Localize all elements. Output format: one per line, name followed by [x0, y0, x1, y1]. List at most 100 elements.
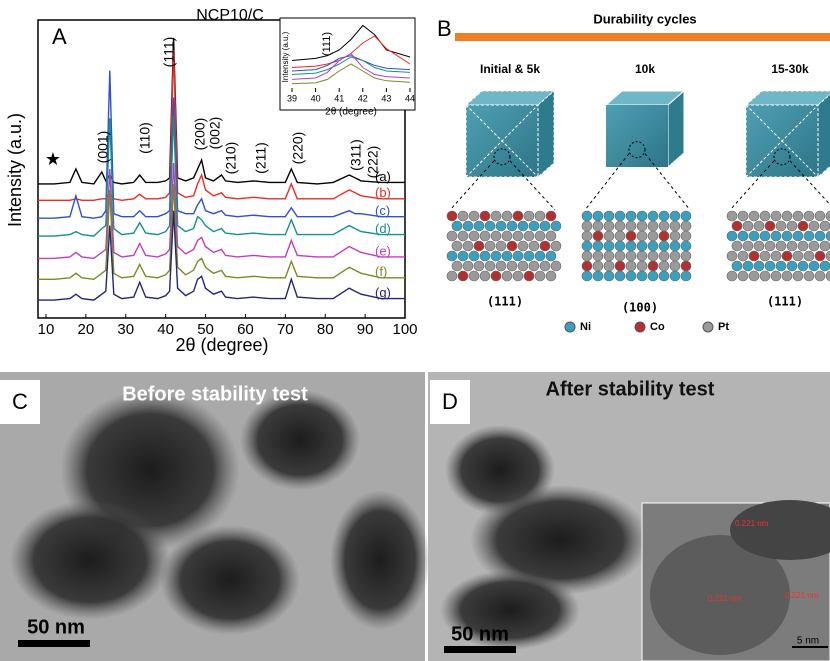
- x-tick-label: 43: [381, 94, 391, 104]
- atom: [529, 221, 539, 231]
- atom: [507, 261, 517, 271]
- x-tick-label: 10: [38, 321, 55, 338]
- scale-label: 50 nm: [27, 616, 85, 638]
- atom: [738, 211, 748, 221]
- atom: [447, 271, 457, 281]
- atom: [776, 261, 786, 271]
- atom: [540, 261, 550, 271]
- series-label: (g): [375, 285, 391, 300]
- atom: [815, 211, 825, 221]
- atom: [659, 211, 669, 221]
- atom: [727, 211, 737, 221]
- series-label: (d): [375, 221, 391, 236]
- atom: [815, 251, 825, 261]
- atom: [670, 271, 680, 281]
- atom: [502, 211, 512, 221]
- atom: [760, 251, 770, 261]
- atom: [648, 261, 658, 271]
- cube-side: [818, 91, 830, 177]
- atom: [793, 271, 803, 281]
- atom: [743, 241, 753, 251]
- figure: A NCP10/C 2θ (degree) Intensity (a.u.) B…: [0, 0, 830, 661]
- atom: [463, 241, 473, 251]
- atom: [458, 271, 468, 281]
- atom: [826, 271, 830, 281]
- atom: [648, 221, 658, 231]
- atom: [582, 251, 592, 261]
- atom: [535, 211, 545, 221]
- x-tick-label: 90: [357, 321, 374, 338]
- scale-bar: [444, 646, 516, 653]
- atom: [782, 231, 792, 241]
- peak-label: (111): [321, 32, 333, 56]
- series-label: (c): [375, 203, 390, 218]
- atom: [626, 211, 636, 221]
- atom: [604, 221, 614, 231]
- cube-side: [668, 91, 684, 167]
- stage-label: 15-30k: [771, 62, 809, 76]
- atom: [529, 241, 539, 251]
- atom: [815, 271, 825, 281]
- atom: [760, 271, 770, 281]
- atom: [518, 221, 528, 231]
- x-axis-label: 2θ (degree): [175, 335, 268, 355]
- atom: [496, 261, 506, 271]
- atom: [637, 251, 647, 261]
- atom: [659, 221, 669, 231]
- series-label: (b): [375, 185, 391, 200]
- atom: [787, 221, 797, 231]
- page: A NCP10/C 2θ (degree) Intensity (a.u.) B…: [0, 0, 830, 661]
- atom: [447, 231, 457, 241]
- x-tick-label: 44: [405, 94, 415, 104]
- atom: [826, 211, 830, 221]
- atom: [765, 241, 775, 251]
- atom: [782, 251, 792, 261]
- atom: [604, 211, 614, 221]
- series-label: (e): [375, 243, 391, 258]
- scale-bar: [18, 640, 90, 647]
- atom: [681, 231, 691, 241]
- atom: [820, 261, 830, 271]
- measurement: 0.221 nm: [735, 519, 769, 528]
- atom: [782, 271, 792, 281]
- cube-top: [746, 91, 830, 105]
- atom: [637, 231, 647, 241]
- atom: [551, 261, 561, 271]
- atom: [637, 211, 647, 221]
- atom: [659, 271, 669, 281]
- atom: [749, 231, 759, 241]
- atom: [793, 211, 803, 221]
- inset-frame: [280, 18, 415, 110]
- atom: [626, 261, 636, 271]
- x-tick-label: 39: [287, 94, 297, 104]
- atom: [637, 271, 647, 281]
- series-label: (f): [375, 264, 387, 279]
- scale-label: 5 nm: [797, 636, 819, 647]
- atom: [480, 271, 490, 281]
- x-tick-label: 60: [237, 321, 254, 338]
- atom: [820, 221, 830, 231]
- peak-label: (222): [365, 146, 381, 179]
- atom: [659, 251, 669, 261]
- x-tick-label: 50: [197, 321, 214, 338]
- x-tick-label: 100: [392, 321, 417, 338]
- header: Durability cycles: [593, 11, 696, 26]
- atom: [524, 271, 534, 281]
- cube-side: [538, 91, 554, 177]
- atom: [626, 271, 636, 281]
- legend-label: Ni: [580, 321, 591, 333]
- legend: Ni Co Pt: [565, 321, 729, 333]
- atom: [502, 271, 512, 281]
- atom: [670, 261, 680, 271]
- atom: [582, 221, 592, 231]
- atom: [659, 261, 669, 271]
- atom: [749, 211, 759, 221]
- atom: [798, 221, 808, 231]
- atom: [659, 241, 669, 251]
- atom: [648, 211, 658, 221]
- atom: [474, 241, 484, 251]
- particle: [160, 525, 300, 635]
- atom: [469, 251, 479, 261]
- atom: [524, 211, 534, 221]
- atom: [452, 221, 462, 231]
